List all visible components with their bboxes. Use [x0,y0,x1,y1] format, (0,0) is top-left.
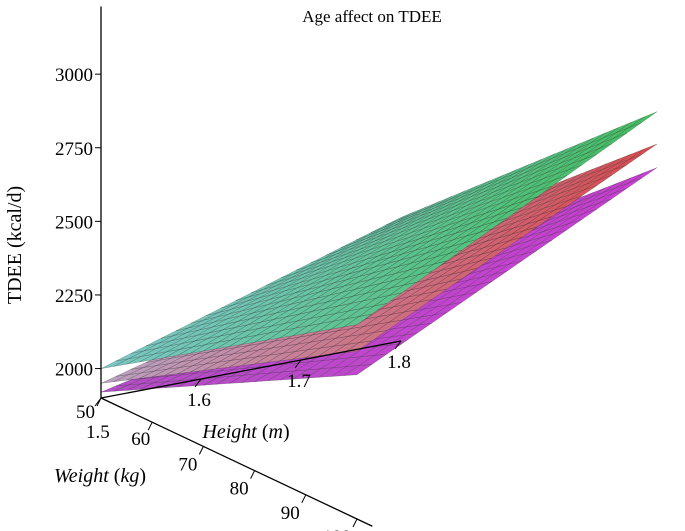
x-axis-label-open: ( [257,421,269,443]
surface-1 [100,111,658,369]
z-tick-label: 2500 [55,212,93,233]
y-tick-mark [96,397,102,407]
x-tick-label: 1.8 [387,352,411,373]
y-tick-label: 80 [230,479,249,500]
y-axis-label-unit: kg [120,465,139,487]
y-tick-label: 70 [178,454,197,475]
x-tick-mark [194,378,202,388]
z-tick-label: 2000 [55,360,93,381]
surface-patch [629,167,658,183]
x-axis-label-close: ) [283,421,290,443]
axes-group: 2000 2250 2500 2750 3000 1.5 1.6 1.7 1.8 50 60 70 80… [55,6,411,531]
y-tick-mark [147,421,153,431]
y-axis-label-open: ( [109,465,121,487]
y-tick-mark [250,470,256,479]
y-axis-label-close: ) [139,465,146,487]
y-axis-label-name: Weight [54,465,109,487]
x-axis-label: Height (m) [201,421,289,443]
z-tick-label: 2750 [55,139,93,160]
x-axis-label-unit: m [268,421,282,443]
y-tick-label: 50 [76,402,95,423]
y-tick-mark [352,518,358,528]
y-tick-label: 100 [323,527,352,531]
x-tick-mark [294,359,302,369]
y-axis-label: Weight (kg) [54,465,146,487]
x-tick-mark [394,340,402,350]
z-tick-label: 3000 [55,65,93,86]
x-tick-label: 1.6 [187,390,211,411]
y-tick-mark [301,494,307,504]
surface-patch [629,143,658,160]
x-tick-label: 1.5 [86,422,110,443]
surfaces-group [100,111,658,393]
x-axis-label-name: Height [201,421,257,443]
y-tick-label: 90 [281,503,300,524]
z-tick-label: 2250 [55,286,93,307]
y-axis-line [100,397,373,527]
chart-title: Age affect on TDEE [302,7,442,26]
z-axis-label: TDEE (kcal/d) [4,186,26,304]
surface-patch [629,111,658,128]
x-axis-line [100,340,402,399]
y-tick-label: 60 [131,429,150,450]
x-tick-label: 1.7 [287,371,311,392]
y-tick-mark [198,446,204,455]
